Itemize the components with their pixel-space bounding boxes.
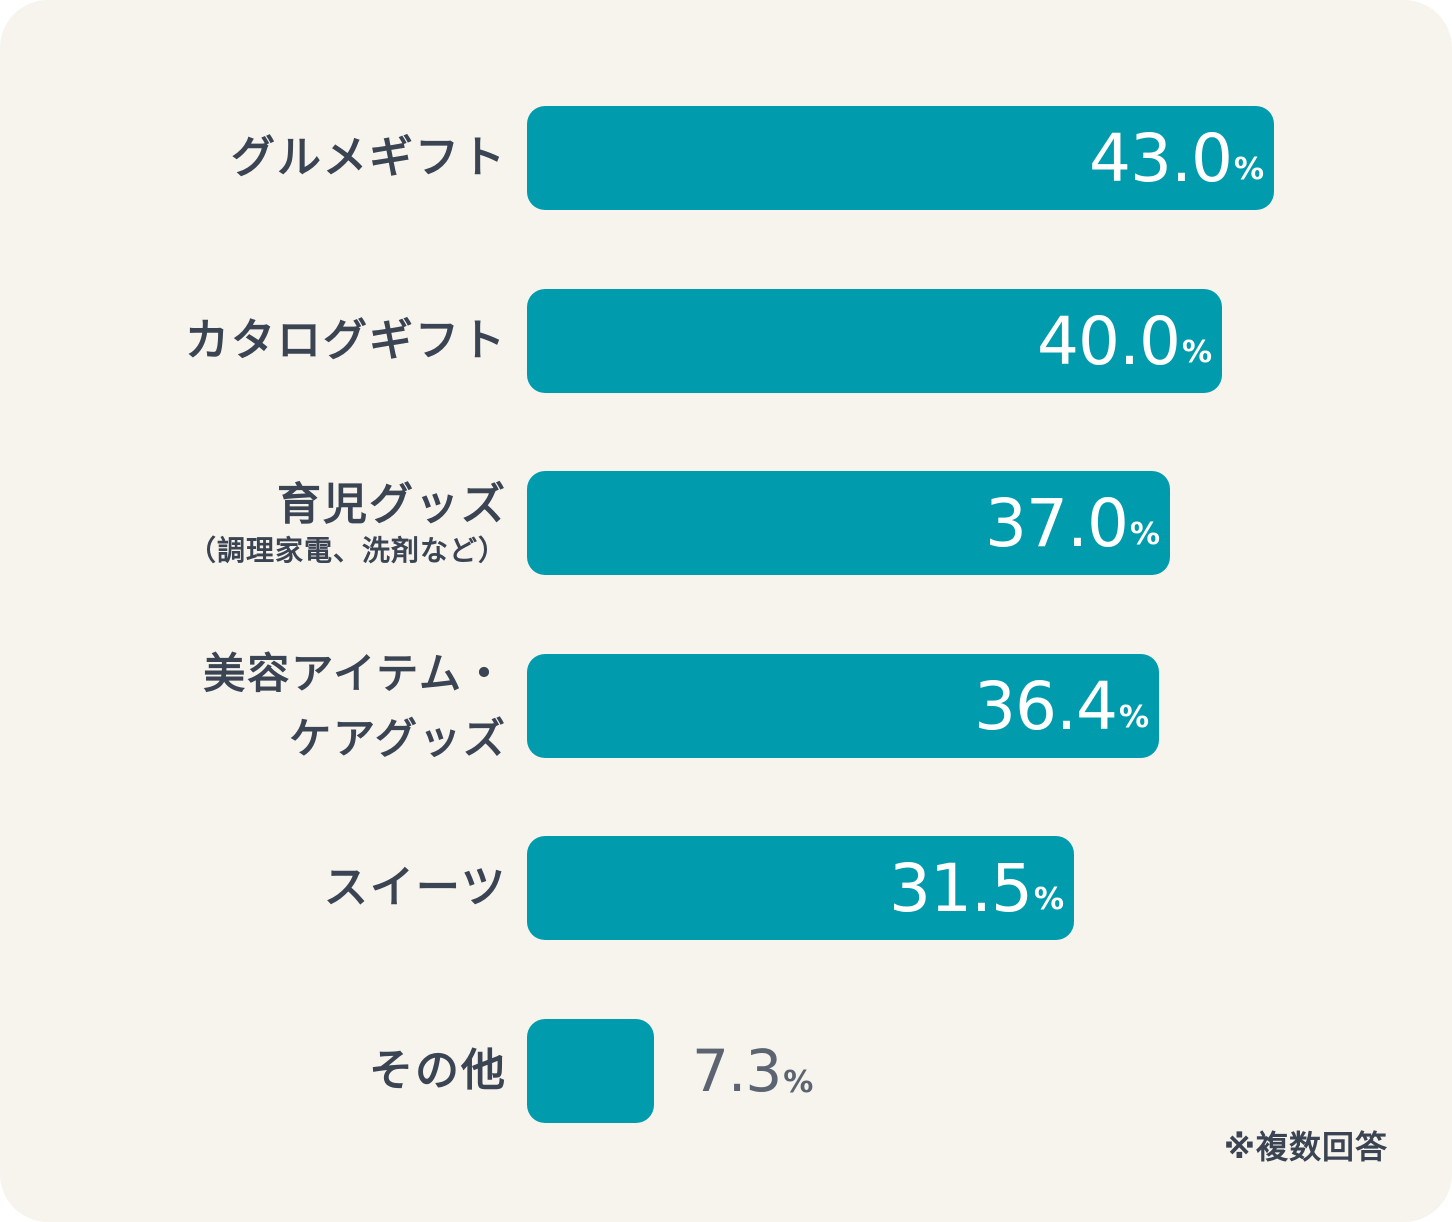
data-label-value: 37.0 [984,484,1129,562]
bar [527,289,1222,393]
bar-row: 育児グッズ （調理家電、洗剤など） 37.0% [0,471,1452,575]
bar [527,471,1170,575]
category-sublabel: （調理家電、洗剤など） [187,534,507,568]
category-label: 美容アイテム・ケアグッズ [203,649,507,763]
bar [527,836,1074,940]
category-label-text: 育児グッズ [277,479,507,531]
category-label-text: その他 [369,1045,507,1097]
footnote: ※複数回答 [1223,1128,1388,1166]
category-label: 育児グッズ （調理家電、洗剤など） [188,471,507,575]
bar-row: グルメギフト 43.0% [0,106,1452,210]
category-label-text: 美容アイテム・ [203,648,507,698]
data-label: 36.4% [527,654,1149,758]
bar [527,106,1274,210]
category-label: スイーツ [324,836,507,940]
data-label-unit: % [1129,516,1160,552]
data-label-unit: % [1181,334,1212,370]
data-label-value: 7.3 [692,1037,782,1105]
category-label: その他 [369,1019,507,1123]
bar-row: スイーツ 31.5% [0,836,1452,940]
data-label-unit: % [1033,881,1064,917]
category-label-text: スイーツ [323,862,507,914]
data-label-value: 43.0 [1088,119,1233,197]
category-label: カタログギフト [185,289,507,393]
category-label: グルメギフト [231,106,507,210]
bar-row: 美容アイテム・ ケアグッズ 36.4% [0,649,1452,763]
bar [527,1019,654,1123]
category-label-text: グルメギフト [231,132,507,184]
data-label-value: 36.4 [973,667,1118,745]
data-label-unit: % [1233,151,1264,187]
data-label: 37.0% [527,471,1160,575]
bar-row: カタログギフト 40.0% [0,289,1452,393]
data-label: 31.5% [527,836,1064,940]
data-label-unit: % [1118,699,1149,735]
category-label-text: ケアグッズ [289,714,507,763]
data-label-unit: % [783,1064,814,1100]
category-label-text: カタログギフト [185,315,507,367]
data-label: 40.0% [527,289,1212,393]
data-label: 7.3% [692,1019,813,1123]
data-label-value: 40.0 [1036,302,1181,380]
data-label-value: 31.5 [888,849,1033,927]
bar-row: その他 7.3% [0,1019,1452,1123]
data-label: 43.0% [527,106,1264,210]
bar [527,654,1159,758]
